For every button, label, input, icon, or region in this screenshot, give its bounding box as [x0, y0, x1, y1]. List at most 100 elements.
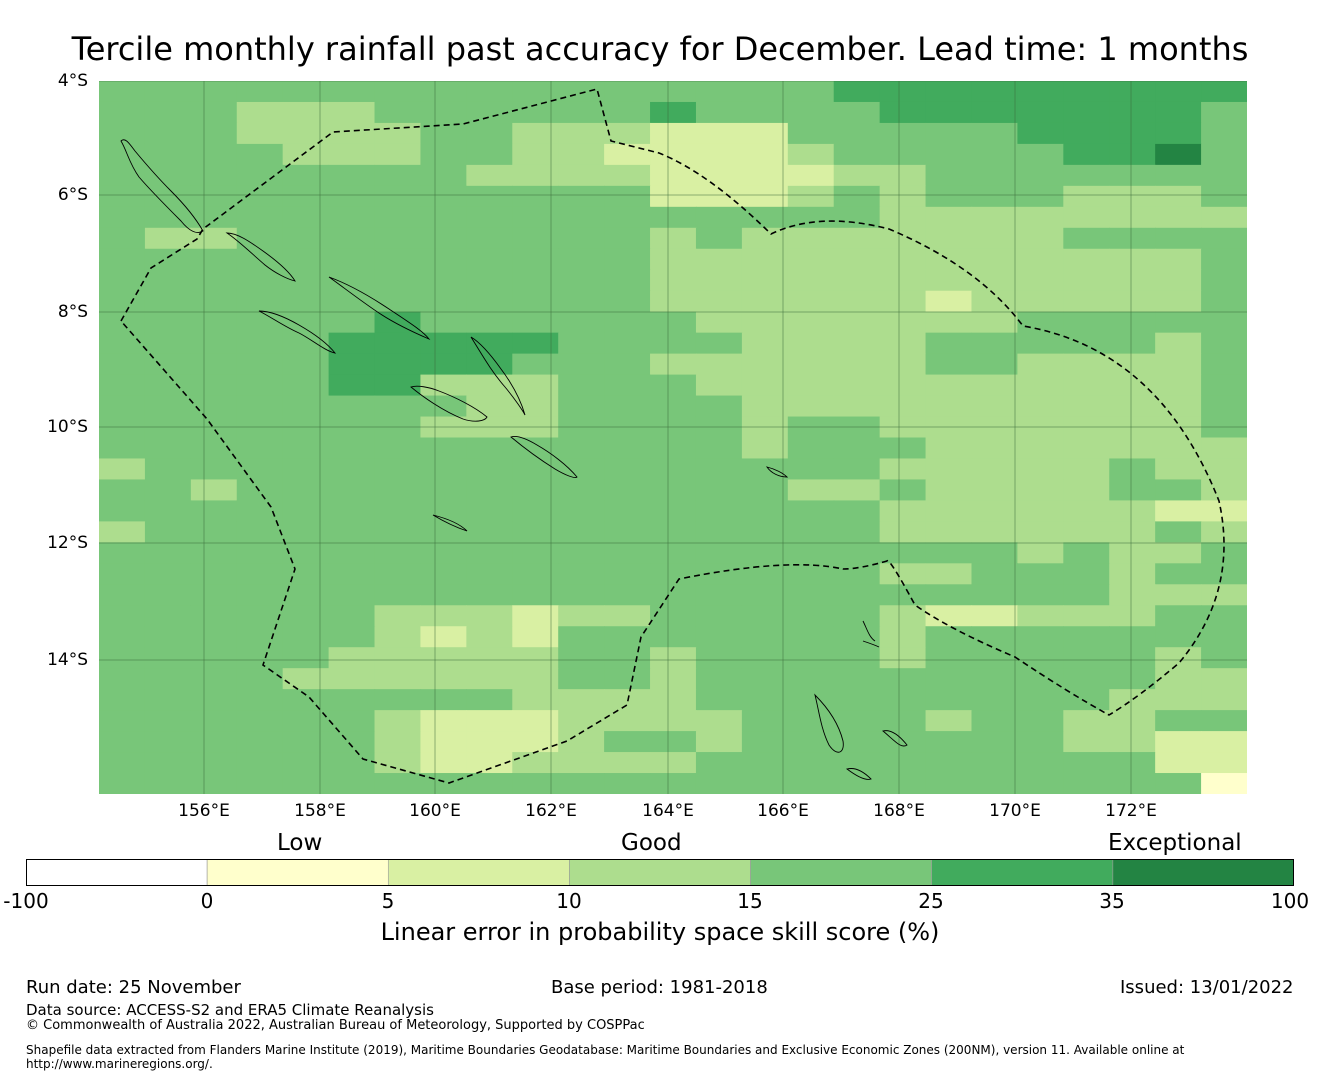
skill-cell: [512, 752, 559, 774]
skill-cell: [650, 374, 697, 397]
skill-cell: [236, 773, 284, 794]
skill-cell: [1017, 353, 1064, 376]
skill-cell: [558, 185, 605, 208]
skill-cell: [190, 81, 238, 103]
skill-cell: [144, 248, 192, 271]
skill-cell: [1109, 353, 1156, 376]
skill-cell: [282, 437, 330, 460]
skill-cell: [1017, 164, 1064, 187]
skill-cell: [282, 290, 330, 313]
skill-cell: [695, 374, 743, 397]
skill-cell: [190, 773, 238, 794]
skill-cell: [144, 81, 192, 103]
skill-cell: [1155, 206, 1202, 229]
skill-cell: [512, 773, 559, 794]
skill-cell: [1109, 143, 1156, 166]
skill-cell: [879, 101, 927, 124]
skill-cell: [1017, 731, 1064, 753]
skill-cell: [512, 563, 559, 585]
skill-cell: [512, 227, 559, 250]
skill-cell: [1017, 437, 1064, 460]
skill-cell: [604, 206, 651, 229]
skill-cell: [741, 374, 789, 397]
skill-cell: [925, 416, 973, 439]
skill-cell: [236, 437, 284, 460]
skill-cell: [925, 143, 973, 166]
skill-cell: [879, 374, 927, 397]
skill-cell: [1201, 626, 1247, 648]
skill-cell: [1063, 185, 1110, 208]
skill-cell: [420, 668, 467, 690]
skill-cell: [1201, 647, 1247, 669]
skill-cell: [374, 374, 422, 397]
skill-cell: [466, 458, 513, 481]
skill-cell: [695, 395, 743, 418]
skill-cell: [236, 227, 284, 250]
skill-cell: [190, 563, 238, 585]
skill-cell: [328, 689, 376, 711]
skill-cell: [925, 164, 973, 187]
skill-cell: [741, 542, 789, 564]
skill-cell: [971, 164, 1018, 187]
skill-cell: [879, 206, 927, 229]
skill-cell: [1017, 689, 1064, 711]
skill-cell: [374, 122, 422, 145]
skill-cell: [604, 374, 651, 397]
skill-cell: [1155, 122, 1202, 145]
skill-cell: [1017, 227, 1064, 250]
skill-cell: [971, 185, 1018, 208]
skill-cell: [1201, 81, 1247, 103]
skill-cell: [190, 458, 238, 481]
skill-cell: [1201, 416, 1247, 439]
skill-cell: [466, 164, 513, 187]
skill-cell: [1155, 584, 1202, 606]
skill-cell: [99, 605, 146, 627]
skill-cell: [1017, 185, 1064, 208]
skill-cell: [1109, 290, 1156, 313]
skill-cell: [420, 332, 467, 355]
skill-cell: [236, 752, 284, 774]
skill-cell: [650, 122, 697, 145]
skill-cell: [558, 500, 605, 522]
skill-cell: [604, 731, 651, 753]
skill-cell: [1063, 227, 1110, 250]
skill-cell: [374, 395, 422, 418]
skill-cell: [1155, 101, 1202, 124]
skill-cell: [1155, 731, 1202, 753]
skill-cell: [236, 647, 284, 669]
skill-cell: [971, 542, 1018, 564]
skill-cell: [99, 416, 146, 439]
skill-cell: [144, 332, 192, 355]
legend-category-exceptional: Exceptional: [1108, 830, 1242, 856]
skill-cell: [512, 458, 559, 481]
skill-cell: [695, 647, 743, 669]
skill-cell: [1109, 689, 1156, 711]
skill-cell: [1109, 500, 1156, 522]
skill-cell: [650, 647, 697, 669]
skill-cell: [1063, 395, 1110, 418]
skill-cell: [1155, 647, 1202, 669]
skill-cell: [695, 626, 743, 648]
skill-cell: [925, 731, 973, 753]
skill-cell: [190, 164, 238, 187]
skill-cell: [558, 752, 605, 774]
skill-cell: [1155, 227, 1202, 250]
skill-cell: [1063, 731, 1110, 753]
skill-cell: [971, 500, 1018, 522]
skill-cell: [236, 563, 284, 585]
skill-cell: [741, 185, 789, 208]
skill-cell: [328, 164, 376, 187]
skill-cell: [604, 542, 651, 564]
skill-cell: [695, 206, 743, 229]
skill-cell: [558, 479, 605, 502]
skill-cell: [420, 731, 467, 753]
skill-cell: [971, 521, 1018, 543]
skill-cell: [236, 122, 284, 145]
skill-cell: [971, 227, 1018, 250]
skill-cell: [604, 647, 651, 669]
skill-cell: [879, 269, 927, 292]
skill-cell: [512, 374, 559, 397]
skill-cell: [1063, 752, 1110, 774]
skill-cell: [236, 416, 284, 439]
skill-cell: [99, 563, 146, 585]
